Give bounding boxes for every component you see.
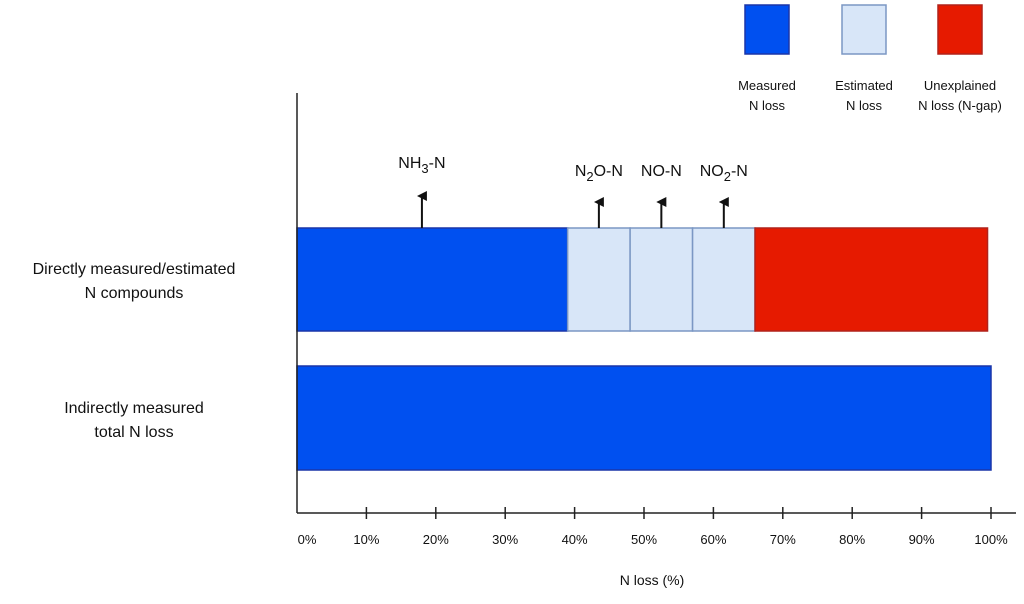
- bar-segment-estimated: [566, 227, 631, 332]
- x-tick-label: 100%: [974, 532, 1008, 547]
- x-ticks: 0% 10% 20% 30% 40% 50% 60% 70% 80% 90% 100%: [298, 507, 1008, 547]
- annotations: NH3-N N2O-N NO-N NO2-N: [398, 155, 748, 228]
- legend-item-estimated: Estimated N loss: [835, 4, 893, 113]
- x-tick-label: 70%: [770, 532, 796, 547]
- legend-swatch-gap: [937, 4, 983, 55]
- annotation-label: NO-N: [641, 163, 682, 180]
- x-tick-label: 20%: [423, 532, 449, 547]
- legend-swatch-estimated: [841, 4, 887, 55]
- y-category-label-line2: total N loss: [94, 424, 173, 441]
- axes: [296, 93, 1016, 514]
- x-tick-label: 90%: [909, 532, 935, 547]
- bar-segment-estimated: [629, 227, 694, 332]
- bar-segment-measured: [296, 365, 992, 471]
- bar-1: [296, 365, 992, 471]
- bar-segment-estimated: [691, 227, 756, 332]
- x-tick-label: 80%: [839, 532, 865, 547]
- annotation-label: NH3-N: [398, 155, 445, 176]
- legend: Measured N loss Estimated N loss Unexplained…: [738, 4, 1002, 113]
- x-tick-label: 30%: [492, 532, 518, 547]
- annotation-label: NO2-N: [700, 163, 748, 184]
- x-tick-label: 50%: [631, 532, 657, 547]
- legend-label-estimated-line2: N loss: [846, 98, 883, 113]
- x-tick-label: 10%: [353, 532, 379, 547]
- legend-label-gap-line2: N loss (N-gap): [918, 98, 1002, 113]
- y-category-label-line1: Indirectly measured: [64, 400, 204, 417]
- y-category-labels: Directly measured/estimated N compounds In…: [33, 261, 236, 441]
- x-tick-label: 0%: [298, 532, 317, 547]
- x-tick-label: 60%: [700, 532, 726, 547]
- legend-item-measured: Measured N loss: [738, 4, 796, 113]
- y-category-label: Indirectly measured total N loss: [64, 400, 204, 441]
- legend-label-estimated: Estimated: [835, 78, 893, 93]
- annotation-label: N2O-N: [575, 163, 623, 184]
- legend-item-gap: Unexplained N loss (N-gap): [918, 4, 1002, 113]
- bar-0: [296, 227, 989, 332]
- legend-label-gap: Unexplained: [924, 78, 996, 93]
- bar-segment-measured: [296, 227, 569, 332]
- bars: [296, 227, 992, 471]
- x-tick-label: 40%: [562, 532, 588, 547]
- bar-segment-gap: [754, 227, 989, 332]
- y-category-label-line2: N compounds: [85, 285, 184, 302]
- y-category-label-line1: Directly measured/estimated: [33, 261, 236, 278]
- x-axis-label: N loss (%): [620, 572, 685, 588]
- y-category-label: Directly measured/estimated N compounds: [33, 261, 236, 302]
- legend-swatch-measured: [744, 4, 790, 55]
- legend-label-measured-line2: N loss: [749, 98, 786, 113]
- legend-label-measured: Measured: [738, 78, 796, 93]
